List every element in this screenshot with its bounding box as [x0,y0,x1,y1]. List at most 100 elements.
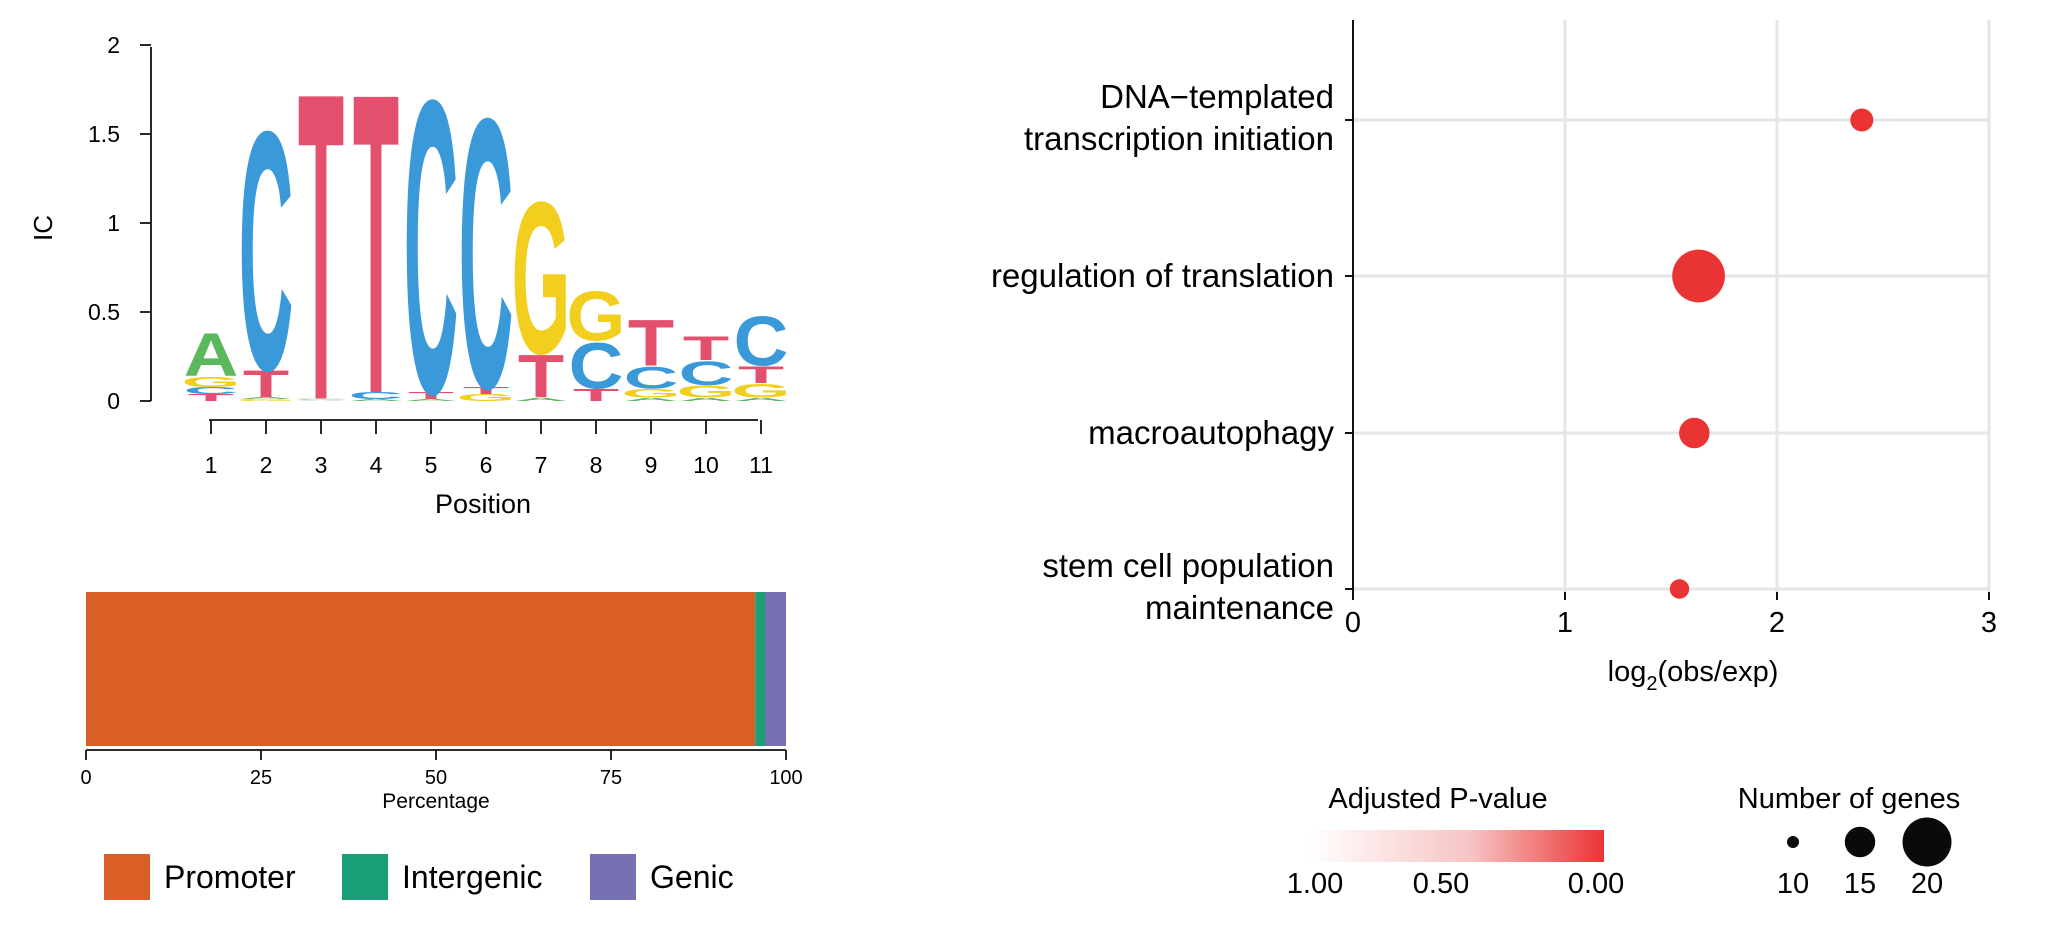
logo-x-tick-label: 11 [749,452,773,478]
logo-letter-A: A [514,397,569,402]
size-legend-dot [1902,817,1952,867]
logo-letter-A: A [404,399,459,402]
logo-letter-C: C [569,330,624,403]
logo-letter-A: A [624,397,679,402]
logo-letter-A: A [184,321,239,389]
logo-letter-C: C [239,61,294,442]
dot-grid [1353,20,1991,592]
logo-x-tick-label: 10 [693,452,719,478]
enrichment-dot [1850,108,1874,132]
dot-x-label: log2(obs/exp) [1608,656,1779,695]
logo-letter-A: A [349,399,404,402]
enrichment-dot [1672,249,1725,303]
logo-y-tick-label: 1.5 [88,121,120,147]
logo-letter-C: C [349,391,404,402]
logo-letter-C: C [734,302,789,381]
logo-x-tick-label: 4 [370,452,383,478]
logo-letter-G: G [237,399,296,402]
legend-swatch-promoter [104,854,150,900]
bar-segment-intergenic [755,592,765,746]
logo-letter-G: G [677,382,736,401]
logo-x-tick-label: 9 [645,452,658,478]
logo-letter-T: T [683,330,729,368]
logo-y-tick-label: 1 [107,210,120,236]
logo-y-tick-label: 0.5 [88,299,120,325]
logo-letter-G: G [512,158,571,400]
logo-x-tick-label: 2 [260,452,273,478]
size-legend: 10 15 20 [1777,817,1952,900]
logo-letter-G: G [182,374,241,390]
logo-x-tick-label: 8 [590,452,603,478]
size-legend-title: Number of genes [1738,783,1960,815]
enrichment-dot [1669,579,1690,599]
category-label: maintenance [1145,589,1334,626]
logo-x-tick-label: 5 [425,452,438,478]
logo-letter-G: G [292,398,351,399]
enrichment-dot [1679,417,1710,449]
bar-segment-promoter [86,592,756,746]
bar-x-tick-label: 75 [600,767,622,789]
logo-letter-G: G [732,380,791,402]
bar-x-tick-label: 25 [250,767,272,789]
logo-y-tick-label: 0 [107,388,120,414]
logo-letter-T: T [243,362,290,406]
logo-y-ticks: 0 0.5 1 1.5 2 [88,32,151,414]
bar-x-tick-label: 50 [425,767,447,789]
dot-x-tick-label: 1 [1557,607,1573,639]
dot-x-tick-label: 3 [1981,607,1997,639]
logo-y-label: IC [28,215,58,241]
color-legend-labels: 1.00 0.50 0.00 [1287,868,1624,900]
color-legend-gradient [1308,830,1604,862]
bar-segments [86,592,786,746]
color-legend-label: 0.50 [1413,868,1469,900]
size-legend-dot [1787,836,1799,848]
logo-letter-A: A [239,397,294,400]
logo-letter-C: C [624,360,679,395]
legend-label-intergenic: Intergenic [402,859,543,895]
logo-letter-C: C [294,399,349,400]
dot-x-label-rest: (obs/exp) [1657,656,1778,688]
bar-x-label: Percentage [382,790,489,813]
category-label: transcription initiation [1024,120,1334,157]
logo-x-ticks: 1 2 3 4 5 6 7 8 9 10 11 [205,420,773,478]
logo-x-tick-label: 1 [205,452,218,478]
logo-letter-G: G [457,392,516,403]
logo-letter-C: C [404,12,459,481]
logo-letter-T: T [408,391,454,402]
logo-letter-T: T [188,392,234,403]
logo-letter-C: C [459,38,514,468]
dot-points [1669,108,1874,599]
legend-label-genic: Genic [650,859,734,895]
bar-x-ticks: 0 25 50 75 100 [80,750,803,789]
category-label: regulation of translation [991,257,1334,294]
logo-x-tick-label: 7 [535,452,548,478]
logo-letter-C: C [679,355,734,393]
legend-swatch-genic [590,854,636,900]
logo-letter-G: G [622,387,681,400]
dot-x-tick-label: 0 [1345,607,1361,639]
bar-segment-genic [765,592,786,746]
legend-label-promoter: Promoter [164,859,296,895]
color-legend-label: 1.00 [1287,868,1343,900]
bar-x-tick-label: 0 [80,767,91,789]
category-label: DNA−templated [1100,78,1334,115]
logo-y-tick-label: 2 [107,32,120,58]
dot-x-tick-label: 2 [1769,607,1785,639]
size-legend-label: 20 [1911,868,1943,900]
dot-x-ticks: 0 1 2 3 [1345,592,1997,639]
color-legend-label: 0.00 [1568,868,1624,900]
bar-legend: Promoter Intergenic Genic [104,854,734,900]
dot-category-labels: DNA−templated transcription initiation reg… [991,78,1353,626]
size-legend-label: 10 [1777,868,1809,900]
logo-letter-T: T [738,361,784,388]
category-label: macroautophagy [1088,414,1334,451]
enrichment-dot-plot: DNA−templated transcription initiation reg… [991,20,1997,900]
category-label: stem cell population [1042,547,1334,584]
genomic-distribution-bar: 0 25 50 75 100 Percentage Promoter Intergenic… [80,592,803,900]
legend-swatch-intergenic [342,854,388,900]
logo-letter-C: C [184,385,239,396]
logo-letter-A: A [679,397,734,402]
logo-letter-A: A [294,400,349,401]
